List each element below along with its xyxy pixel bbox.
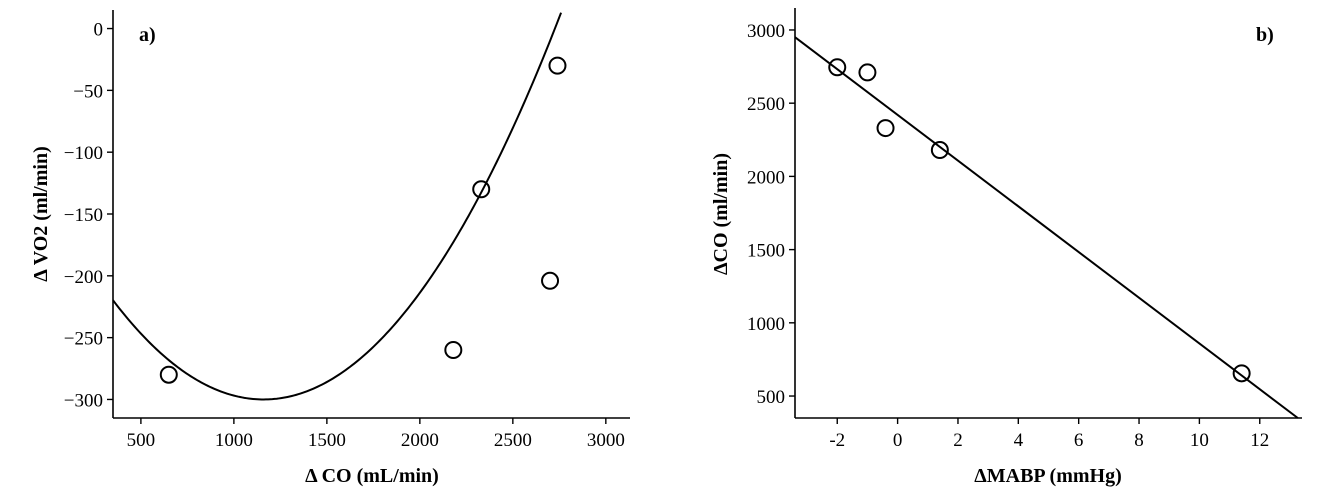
panel-a-y-label: Δ VO2 (ml/min) <box>30 146 52 281</box>
panel-a-ticks-group: 500 1000 1500 2000 2500 3000 0 −50 −100 −150 −200 −… <box>64 20 625 451</box>
panel-b-label: b) <box>1256 24 1274 46</box>
panel-b-fit-line <box>794 36 1299 419</box>
panel-b: -2 0 2 4 6 8 10 12 500 1000 1500 2000 2500 3000 b) ΔM… <box>710 8 1302 487</box>
panel-a-y-tick-label: −100 <box>64 143 103 164</box>
panel-a-y-tick-label: −150 <box>64 205 103 226</box>
panel-a-y-tick-label: −200 <box>64 267 103 288</box>
panel-b-data-point <box>858 63 877 82</box>
panel-b-points-group <box>828 58 1251 383</box>
panel-b-data-point <box>828 58 847 77</box>
panel-b-x-tick-label: 12 <box>1250 430 1269 451</box>
panel-a-data-point <box>548 56 567 75</box>
panel-b-y-label: ΔCO (ml/min) <box>710 153 732 275</box>
panel-a-y-tick-label: −300 <box>64 390 103 411</box>
panel-b-x-tick-label: 0 <box>893 430 903 451</box>
panel-b-fit-line-group <box>794 36 1299 419</box>
panel-a-x-tick-label: 2500 <box>494 430 532 451</box>
panel-b-data-point <box>1232 364 1251 383</box>
panel-a-x-tick-label: 1500 <box>308 430 346 451</box>
panel-b-y-tick-label: 500 <box>757 387 786 408</box>
panel-a-y-tick-label: −50 <box>73 81 103 102</box>
panel-b-x-tick-label: 10 <box>1190 430 1209 451</box>
panel-b-x-label: ΔMABP (mmHg) <box>974 465 1122 487</box>
panel-a-x-label: Δ CO (mL/min) <box>305 465 439 487</box>
panel-b-x-tick-label: 4 <box>1014 430 1024 451</box>
panel-b-y-tick-label: 2000 <box>747 167 785 188</box>
panel-b-y-tick-label: 1500 <box>747 241 785 262</box>
panel-a-y-tick-label: 0 <box>94 20 104 41</box>
panel-a: 500 1000 1500 2000 2500 3000 0 −50 −100 −150 −200 −… <box>30 10 630 487</box>
panel-b-data-point <box>930 141 949 160</box>
panel-a-data-point <box>444 341 463 359</box>
panel-b-x-tick-label: 8 <box>1134 430 1144 451</box>
panel-b-x-tick-label: -2 <box>829 430 845 451</box>
panel-a-data-point <box>472 180 491 199</box>
panel-a-label: a) <box>139 24 156 46</box>
panel-b-y-tick-label: 2500 <box>747 94 785 115</box>
panel-b-x-tick-label: 6 <box>1074 430 1084 451</box>
panel-a-x-tick-label: 1000 <box>215 430 253 451</box>
panel-a-points-group <box>159 56 567 384</box>
panel-a-data-point <box>541 271 560 290</box>
panel-a-x-tick-label: 2000 <box>401 430 439 451</box>
panel-a-x-tick-label: 500 <box>127 430 156 451</box>
panel-b-y-tick-label: 3000 <box>747 21 785 42</box>
panel-a-data-point <box>159 365 178 384</box>
panel-b-data-point <box>876 119 895 138</box>
panel-b-x-tick-label: 2 <box>953 430 963 451</box>
panel-a-fit-curve <box>112 12 563 401</box>
panel-a-x-tick-label: 3000 <box>587 430 625 451</box>
panel-b-ticks-group: -2 0 2 4 6 8 10 12 500 1000 1500 2000 2500 3000 <box>747 21 1269 451</box>
panel-a-y-tick-label: −250 <box>64 329 103 350</box>
panel-a-fit-curve-group <box>112 12 563 401</box>
panel-b-y-tick-label: 1000 <box>747 314 785 335</box>
